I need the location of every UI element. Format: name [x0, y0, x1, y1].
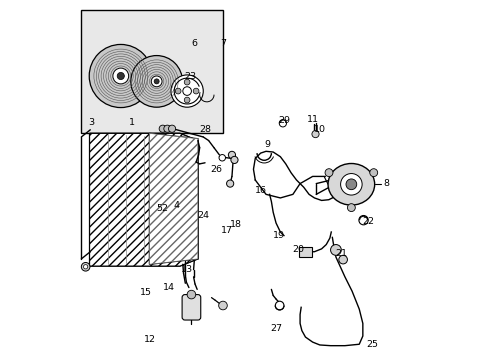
Text: 3: 3	[88, 118, 94, 127]
Text: 21: 21	[335, 249, 346, 258]
Text: 14: 14	[163, 283, 175, 292]
Circle shape	[175, 88, 181, 94]
Text: 18: 18	[229, 220, 241, 229]
Circle shape	[193, 88, 199, 94]
Text: 7: 7	[220, 39, 225, 48]
Polygon shape	[149, 134, 198, 264]
Text: 27: 27	[270, 324, 282, 333]
Text: 4: 4	[173, 201, 179, 210]
Circle shape	[218, 301, 227, 310]
Bar	[81, 10, 223, 134]
Circle shape	[311, 131, 319, 138]
Circle shape	[228, 151, 235, 158]
Circle shape	[369, 169, 377, 177]
FancyBboxPatch shape	[182, 294, 201, 320]
Text: 28: 28	[199, 125, 211, 134]
Text: 1: 1	[128, 118, 134, 127]
Circle shape	[151, 76, 162, 87]
Circle shape	[187, 290, 195, 299]
Circle shape	[330, 244, 341, 255]
Circle shape	[159, 125, 166, 132]
Text: 29: 29	[277, 116, 289, 125]
Circle shape	[230, 156, 238, 163]
Circle shape	[358, 216, 367, 225]
Polygon shape	[149, 134, 198, 264]
Text: 12: 12	[143, 335, 155, 344]
Text: 20: 20	[292, 246, 304, 255]
Circle shape	[171, 75, 203, 107]
Text: 23: 23	[184, 72, 196, 81]
Circle shape	[279, 120, 286, 127]
Text: 13: 13	[181, 265, 193, 274]
Text: 25: 25	[365, 341, 377, 350]
Text: 6: 6	[191, 39, 197, 48]
Circle shape	[346, 204, 355, 212]
Text: 17: 17	[220, 226, 232, 235]
Text: 10: 10	[313, 125, 325, 134]
Text: 24: 24	[197, 211, 209, 220]
Text: 11: 11	[306, 114, 318, 123]
Circle shape	[346, 179, 356, 190]
Circle shape	[131, 55, 182, 107]
Polygon shape	[89, 134, 198, 266]
Circle shape	[325, 169, 332, 177]
Circle shape	[184, 79, 190, 85]
Circle shape	[83, 265, 88, 269]
Text: 19: 19	[272, 231, 284, 240]
Circle shape	[338, 255, 346, 264]
Circle shape	[117, 72, 124, 80]
Circle shape	[219, 154, 225, 161]
Circle shape	[226, 180, 233, 187]
Circle shape	[113, 68, 128, 84]
Text: 9: 9	[264, 140, 270, 149]
Circle shape	[81, 262, 90, 271]
Text: 26: 26	[209, 165, 222, 174]
Circle shape	[340, 174, 362, 195]
Ellipse shape	[327, 163, 374, 205]
Polygon shape	[89, 134, 198, 266]
Text: 52: 52	[156, 204, 168, 213]
Text: 22: 22	[362, 217, 373, 226]
Text: 8: 8	[383, 179, 388, 188]
Circle shape	[183, 87, 191, 95]
Circle shape	[168, 125, 175, 132]
Circle shape	[154, 79, 159, 84]
Bar	[299, 247, 311, 257]
Text: 15: 15	[140, 288, 152, 297]
Circle shape	[275, 301, 284, 310]
Circle shape	[163, 125, 171, 132]
Circle shape	[89, 44, 152, 108]
Text: 16: 16	[254, 186, 266, 195]
Circle shape	[184, 97, 190, 103]
